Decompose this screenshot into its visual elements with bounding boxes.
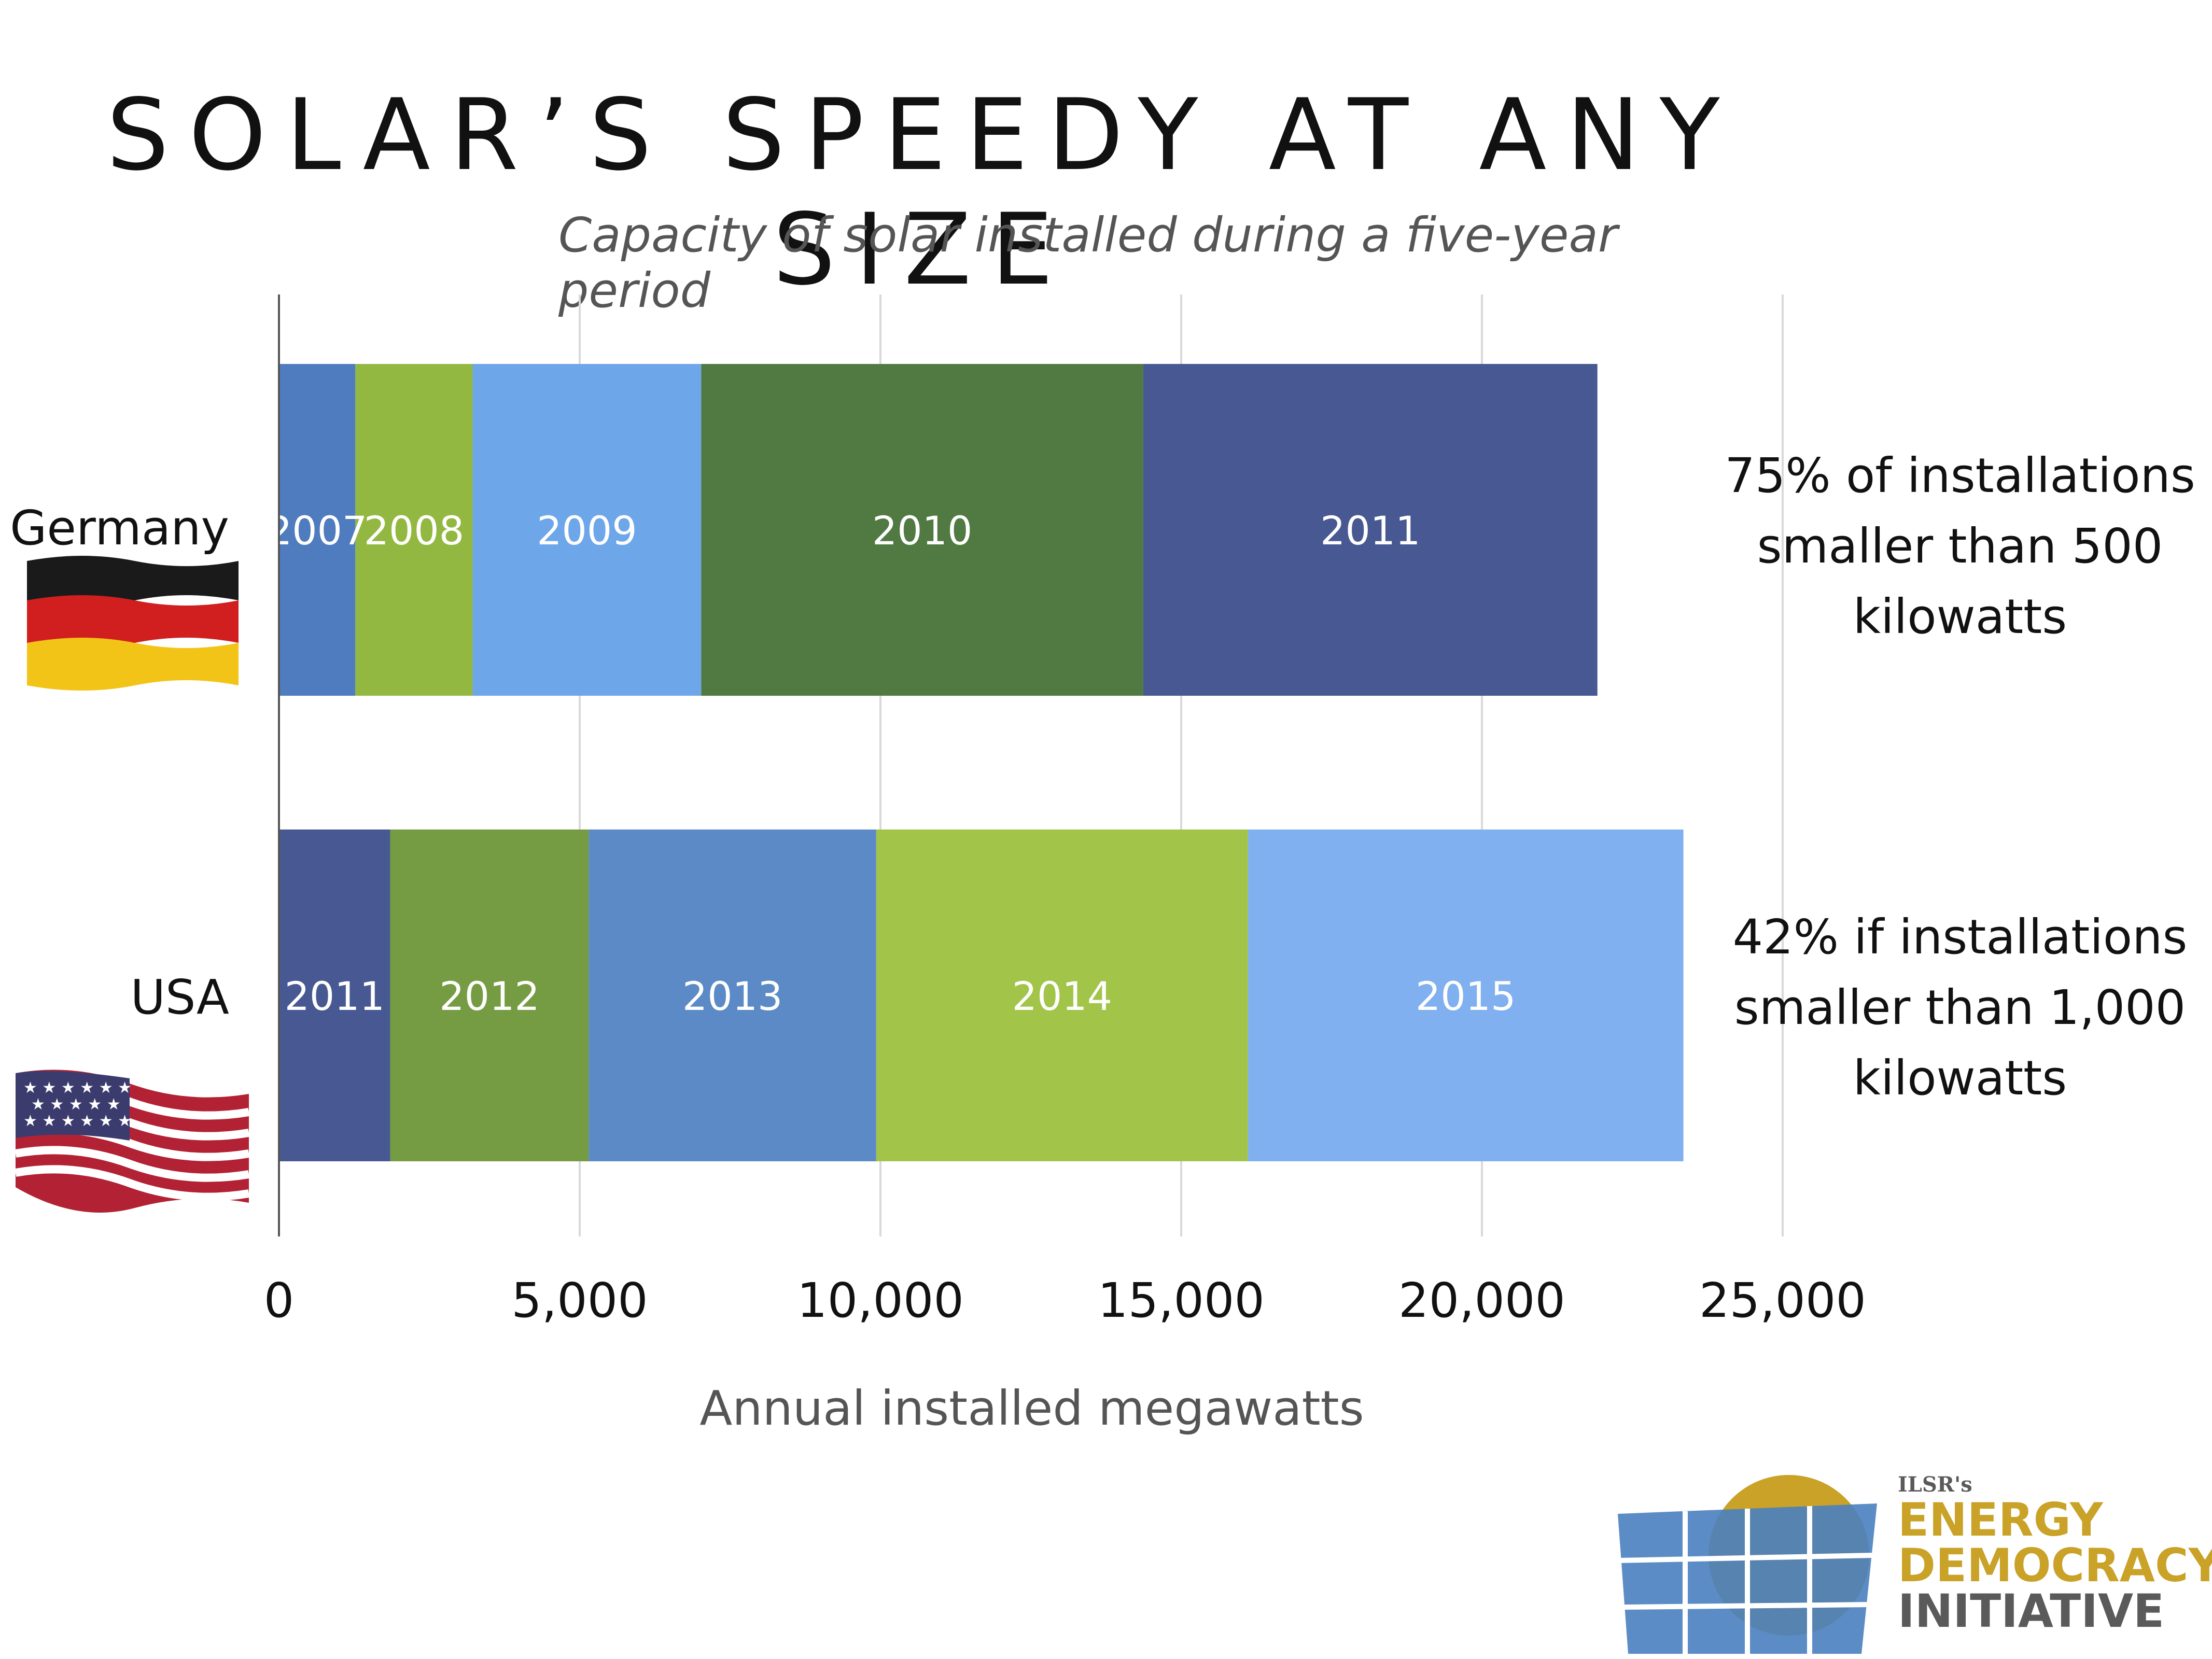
x-tick-label: 15,000 xyxy=(1098,1273,1265,1328)
bar-segment-usa-2015 xyxy=(1248,830,1684,1161)
logo-line-democracy: DEMOCRACY xyxy=(1898,1539,2212,1592)
logo-org: ILSR's xyxy=(1898,1472,1972,1497)
logo-line-energy: ENERGY xyxy=(1898,1493,2103,1546)
logo-sun-panel-icon xyxy=(1618,1475,1877,1654)
note-usa: 42% if installations smaller than 1,000 … xyxy=(1732,909,2188,1106)
x-tick-label: 20,000 xyxy=(1398,1273,1565,1328)
category-label-germany: Germany xyxy=(10,500,229,556)
svg-text:★ ★ ★ ★ ★ ★: ★ ★ ★ ★ ★ ★ xyxy=(23,1112,132,1130)
x-tick-label: 0 xyxy=(264,1273,295,1328)
bar-segment-usa-2012 xyxy=(390,830,589,1161)
chart-title: SOLAR’S SPEEDY AT ANY SIZE xyxy=(106,78,1740,307)
x-tick-label: 5,000 xyxy=(511,1273,648,1328)
usa-flag-icon: ★ ★ ★ ★ ★ ★ ★ ★ ★ ★ ★ ★ ★ ★ ★ ★ ★ xyxy=(15,1070,250,1213)
x-tick-labels: 0 5,000 10,000 15,000 20,000 25,000 xyxy=(264,1273,1866,1328)
x-axis-label: Annual installed megawatts xyxy=(699,1381,1364,1436)
segment-label: 2014 xyxy=(1012,973,1112,1019)
energy-democracy-initiative-logo: ILSR's ENERGY DEMOCRACY INITIATIVE xyxy=(1618,1472,2212,1654)
bar-segment-germany-2009 xyxy=(472,364,702,696)
bar-segment-usa-2011 xyxy=(279,830,390,1161)
segment-label: 2011 xyxy=(285,973,385,1019)
bar-segment-usa-2013 xyxy=(589,830,876,1161)
bar-segment-usa-2014 xyxy=(876,830,1248,1161)
segment-label: 2013 xyxy=(682,973,782,1019)
bar-segment-germany-2008 xyxy=(355,364,473,696)
segment-label: 2007 xyxy=(267,508,367,554)
svg-text:★ ★ ★ ★ ★ ★: ★ ★ ★ ★ ★ ★ xyxy=(23,1079,132,1097)
segment-label: 2009 xyxy=(537,508,637,554)
bar-segments xyxy=(279,364,1684,1161)
note-germany: 75% of installations smaller than 500 ki… xyxy=(1725,448,2195,644)
segment-label: 2015 xyxy=(1416,973,1516,1019)
chart-subtitle: Capacity of solar installed during a fiv… xyxy=(0,207,2212,318)
bar-segment-germany-2007 xyxy=(279,364,356,696)
segment-label: 2008 xyxy=(364,508,464,554)
bar-segment-germany-2011 xyxy=(1143,364,1598,696)
svg-text:★ ★ ★ ★ ★: ★ ★ ★ ★ ★ xyxy=(31,1095,121,1114)
segment-label: 2012 xyxy=(439,973,539,1019)
x-tick-label: 25,000 xyxy=(1699,1273,1866,1328)
segment-label: 2011 xyxy=(1320,508,1420,554)
logo-line-initiative: INITIATIVE xyxy=(1898,1584,2165,1638)
germany-flag-icon xyxy=(27,556,239,691)
segment-label: 2010 xyxy=(872,508,972,554)
chart-subtitle-text: Capacity of solar installed during a fiv… xyxy=(558,207,1618,318)
bar-segment-germany-2010 xyxy=(701,364,1143,696)
category-label-usa: USA xyxy=(131,969,229,1025)
x-tick-label: 10,000 xyxy=(797,1273,964,1328)
